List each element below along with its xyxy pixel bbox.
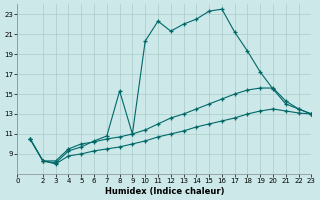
X-axis label: Humidex (Indice chaleur): Humidex (Indice chaleur): [105, 187, 224, 196]
